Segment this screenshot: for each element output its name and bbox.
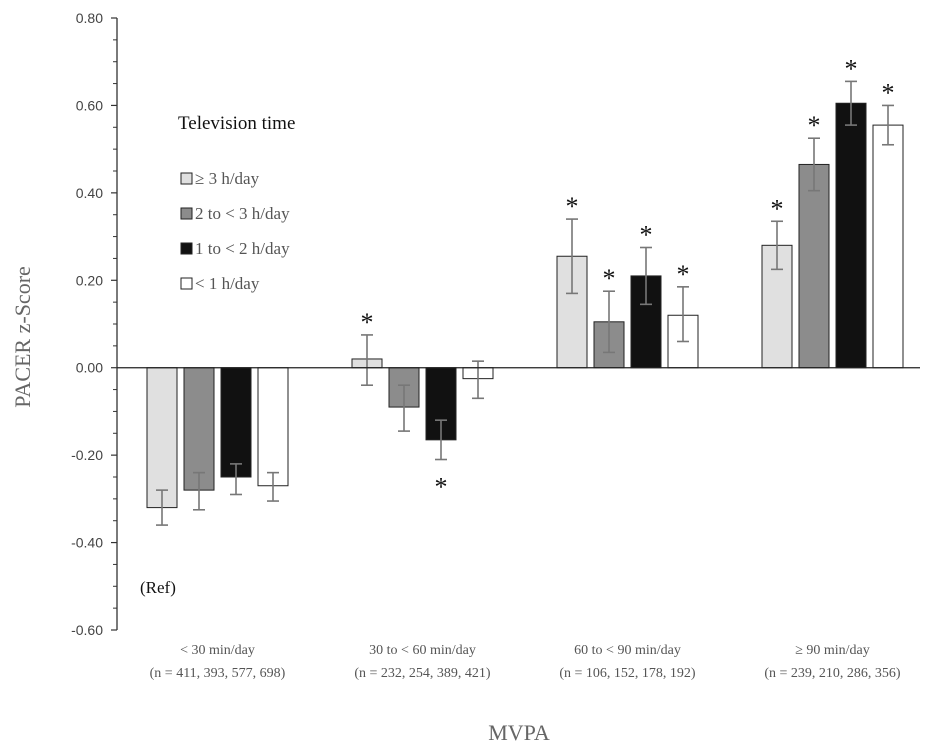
y-axis: 0.80 0.60 0.40 0.20 0.00 -0.20 -0.40 -0.60 [71,10,118,638]
significance-star: * [808,111,821,140]
significance-star: * [640,221,653,250]
legend-label: ≥ 3 h/day [195,169,260,188]
category-label: ≥ 90 min/day [795,643,870,658]
y-tick-label: 0.60 [76,97,103,113]
y-tick-label: 0.40 [76,185,103,201]
category-n-label: (n = 239, 210, 286, 356) [764,666,901,681]
y-axis-title: PACER z-Score [10,266,35,408]
category-label: 60 to < 90 min/day [574,643,681,658]
y-tick-label: 0.80 [76,10,103,26]
significance-star: * [566,192,579,221]
bar [257,367,289,487]
bar [798,163,830,369]
legend-label: 2 to < 3 h/day [195,204,290,223]
bar [835,102,867,369]
legend-swatch [180,207,193,220]
legend-title: Television time [178,113,295,134]
significance-star: * [603,264,616,293]
category-n-label: (n = 106, 152, 178, 192) [559,666,696,681]
category-n-label: (n = 232, 254, 389, 421) [354,666,491,681]
category-labels: < 30 min/day (n = 411, 393, 577, 698) 30 t… [150,643,901,681]
significance-markers: * * * * * * * * * * [361,54,895,501]
significance-star: * [771,194,784,223]
bar [872,124,904,369]
category-label: 30 to < 60 min/day [369,643,476,658]
y-tick-label: 0.20 [76,272,103,288]
category-label: < 30 min/day [180,643,255,658]
significance-star: * [882,78,895,107]
bar [183,367,215,491]
bar [220,367,252,478]
y-tick-label: -0.40 [71,535,103,551]
legend-swatch [180,172,193,185]
legend-label: < 1 h/day [195,274,260,293]
significance-star: * [677,260,690,289]
ref-annotation: (Ref) [140,578,176,597]
significance-star: * [361,308,374,337]
category-n-label: (n = 411, 393, 577, 698) [150,666,286,681]
legend: Television time ≥ 3 h/day 2 to < 3 h/day 1… [178,113,295,293]
legend-swatch [180,277,193,290]
bars [146,102,904,509]
y-tick-label: -0.20 [71,447,103,463]
x-axis-title: MVPA [488,720,550,745]
legend-swatch [180,242,193,255]
y-tick-label: 0.00 [76,360,103,376]
y-tick-label: -0.60 [71,622,103,638]
bar [146,367,178,509]
legend-label: 1 to < 2 h/day [195,239,290,258]
significance-star: * [435,473,448,502]
significance-star: * [845,54,858,83]
